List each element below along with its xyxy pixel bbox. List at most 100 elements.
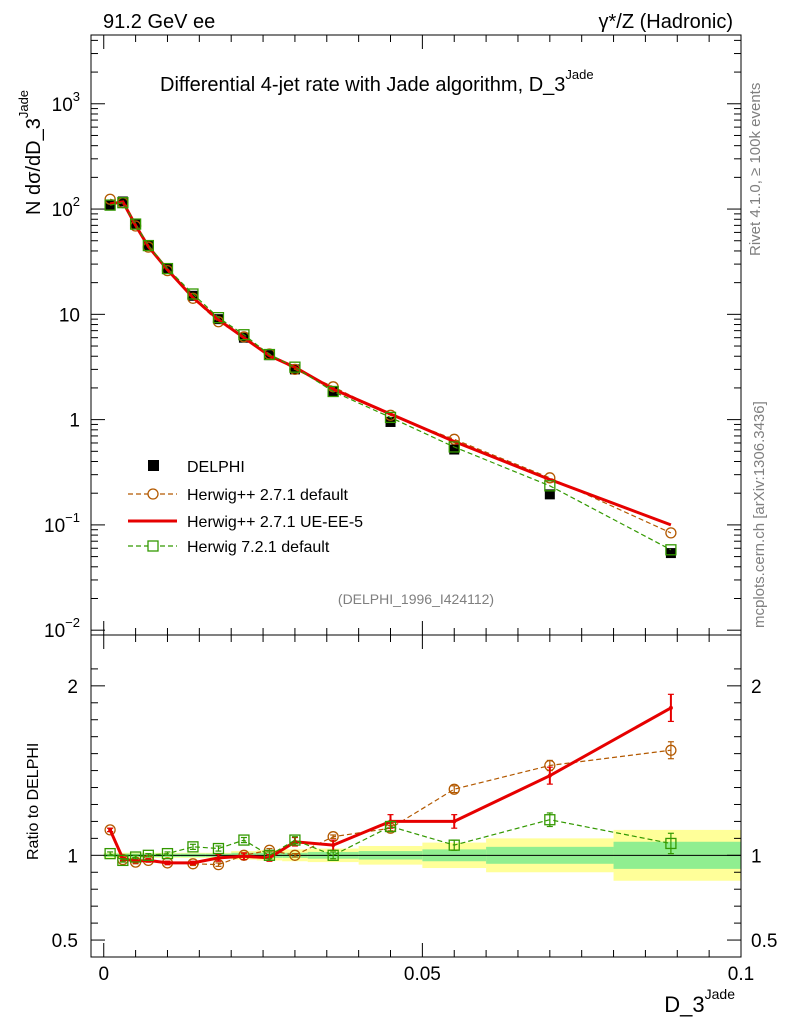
legend-label-delphi: DELPHI: [187, 459, 245, 476]
ratio-y-tick-label-right: 1: [751, 846, 762, 867]
marker-herwig-7-2-1-default: [104, 199, 116, 211]
marker-herwig-7-2-1-default: [327, 385, 339, 398]
ratio-marker-herwig-2-7-1-ue-ee-5: [108, 827, 113, 832]
process-label: γ*/Z (Hadronic): [599, 11, 733, 33]
marker-herwig-7-2-1-default: [448, 441, 460, 453]
x-tick-label: 0: [98, 964, 109, 985]
marker-herwig-7-2-1-default: [238, 329, 250, 341]
legend-marker-herwig-7-2-1-default: [147, 540, 159, 552]
marker-herwig-7-2-1-default: [289, 361, 301, 373]
ratio-marker-herwig-7-2-1-default: [327, 849, 339, 861]
data-point-delphi: [105, 200, 116, 211]
marker-herwig-7-2-1-default: [161, 262, 174, 275]
main-ylabel: N dσ/dD_3Jade: [16, 90, 45, 215]
ratio-marker-herwig-2-7-1-default: [448, 783, 460, 795]
marker-herwig-7-2-1-default: [665, 544, 677, 556]
marker-herwig-7-2-1-default: [212, 312, 225, 324]
ratio-marker-herwig-2-7-1-default: [289, 849, 301, 861]
ratio-marker-herwig-2-7-1-ue-ee-5: [190, 860, 195, 865]
ratio-marker-herwig-7-2-1-default: [238, 834, 250, 846]
ratio-marker-herwig-7-2-1-default: [384, 820, 397, 833]
main-y-tick-label: 1: [69, 411, 80, 432]
analysis-watermark: (DELPHI_1996_I424112): [338, 591, 494, 607]
ratio-marker-herwig-2-7-1-ue-ee-5: [547, 773, 552, 778]
main-y-tick-exp: 3: [73, 89, 80, 104]
x-tick-label: 0.1: [728, 964, 754, 985]
marker-herwig-7-2-1-default: [187, 288, 199, 300]
marker-herwig-7-2-1-default: [263, 348, 276, 361]
data-point-delphi: [544, 489, 555, 500]
main-ylabel-sup: Jade: [16, 90, 31, 118]
main-y-tick-exp: −2: [65, 615, 80, 630]
marker-herwig-7-2-1-default: [142, 239, 155, 252]
ratio-y-tick-label-left: 2: [67, 677, 78, 698]
marker-herwig-2-7-1-default: [665, 527, 677, 539]
main-title-text: Differential 4-jet rate with Jade algori…: [160, 74, 565, 96]
ratio-marker-herwig-7-2-1-default: [161, 847, 174, 860]
ratio-y-tick-label-left: 1: [67, 846, 78, 867]
ratio-y-tick-label-right: 0.5: [751, 931, 777, 952]
ratio-y-tick-label-right: 2: [751, 677, 762, 698]
legend-label-herwig-2-7-1-ue-ee-5: Herwig++ 2.7.1 UE-EE-5: [187, 514, 363, 531]
ratio-marker-herwig-7-2-1-default: [142, 849, 155, 861]
main-y-tick-label: 10−2: [44, 615, 80, 642]
marker-herwig-2-7-1-default: [104, 193, 116, 205]
ratio-marker-herwig-7-2-1-default: [104, 847, 116, 860]
main-y-tick-exp: −1: [65, 510, 80, 525]
energy-label: 91.2 GeV ee: [103, 11, 215, 33]
marker-herwig-7-2-1-default: [117, 197, 129, 209]
ratio-marker-herwig-7-2-1-default: [263, 849, 276, 861]
ratio-marker-herwig-7-2-1-default: [129, 851, 142, 863]
marker-herwig-7-2-1-default: [384, 411, 397, 424]
main-y-tick-base: 10: [44, 516, 65, 537]
marker-herwig-7-2-1-default: [129, 218, 142, 230]
ratio-marker-herwig-2-7-1-ue-ee-5: [165, 860, 170, 865]
series-line-herwig-2-7-1-default: [109, 198, 672, 534]
ratio-marker-herwig-7-2-1-default: [665, 837, 677, 850]
main-y-tick-label: 10: [59, 305, 80, 326]
ratio-marker-herwig-2-7-1-ue-ee-5: [216, 855, 221, 860]
mcplots-label: mcplots.cern.ch [arXiv:1306.3436]: [751, 401, 768, 628]
ratio-marker-herwig-2-7-1-default: [665, 744, 677, 756]
main-ylabel-text: N dσ/dD_3: [23, 118, 45, 215]
series-line-herwig-7-2-1-default: [109, 202, 672, 551]
marker-herwig-7-2-1-default: [544, 480, 556, 492]
x-axis-label-sup: Jade: [705, 986, 736, 1002]
ratio-marker-herwig-2-7-1-ue-ee-5: [668, 705, 673, 710]
series-line-herwig-2-7-1-ue-ee-5: [109, 200, 672, 527]
main-y-tick-label: 10−1: [44, 510, 80, 537]
main-title-sup: Jade: [565, 67, 593, 82]
ratio-marker-herwig-2-7-1-ue-ee-5: [241, 854, 246, 859]
ratio-marker-herwig-7-2-1-default: [289, 834, 301, 846]
data-point-delphi: [665, 548, 676, 559]
ratio-marker-herwig-2-7-1-ue-ee-5: [331, 843, 336, 848]
main-y-tick-label: 102: [52, 194, 80, 221]
main-y-tick-base: 10: [52, 200, 73, 221]
legend-label-herwig-7-2-1-default: Herwig 7.2.1 default: [187, 539, 330, 556]
main-title: Differential 4-jet rate with Jade algori…: [160, 67, 594, 96]
data-point-delphi: [449, 444, 460, 455]
main-y-tick-exp: 2: [73, 194, 80, 209]
main-y-tick-base: 10: [52, 95, 73, 116]
legend-label-herwig-2-7-1-default: Herwig++ 2.7.1 default: [187, 487, 349, 504]
legend-marker-herwig-2-7-1-default: [147, 488, 159, 500]
x-axis-label-text: D_3: [664, 992, 704, 1017]
ratio-marker-herwig-2-7-1-ue-ee-5: [452, 819, 457, 824]
rivet-label: Rivet 4.1.0, ≥ 100k events: [747, 83, 764, 256]
ratio-y-tick-label-left: 0.5: [52, 931, 78, 952]
ratio-marker-herwig-7-2-1-default: [117, 854, 129, 867]
ratio-marker-herwig-7-2-1-default: [448, 839, 460, 851]
ratio-marker-herwig-7-2-1-default: [544, 814, 556, 826]
ratio-frame: [90, 634, 742, 958]
ratio-marker-herwig-2-7-1-default: [104, 824, 116, 836]
legend: DELPHI Herwig++ 2.7.1 default Herwig++ 2.7…: [128, 459, 363, 556]
ratio-marker-herwig-7-2-1-default: [187, 841, 199, 853]
ratio-ylabel: Ratio to DELPHI: [25, 743, 42, 860]
x-axis-label: D_3Jade: [664, 986, 735, 1017]
x-tick-label: 0.05: [404, 964, 441, 985]
ratio-panel: 0.5 0.5 1 1 2 2 0 0.05 0.1: [52, 634, 777, 985]
ratio-marker-herwig-7-2-1-default: [212, 842, 225, 855]
main-y-tick-base: 10: [44, 621, 65, 642]
